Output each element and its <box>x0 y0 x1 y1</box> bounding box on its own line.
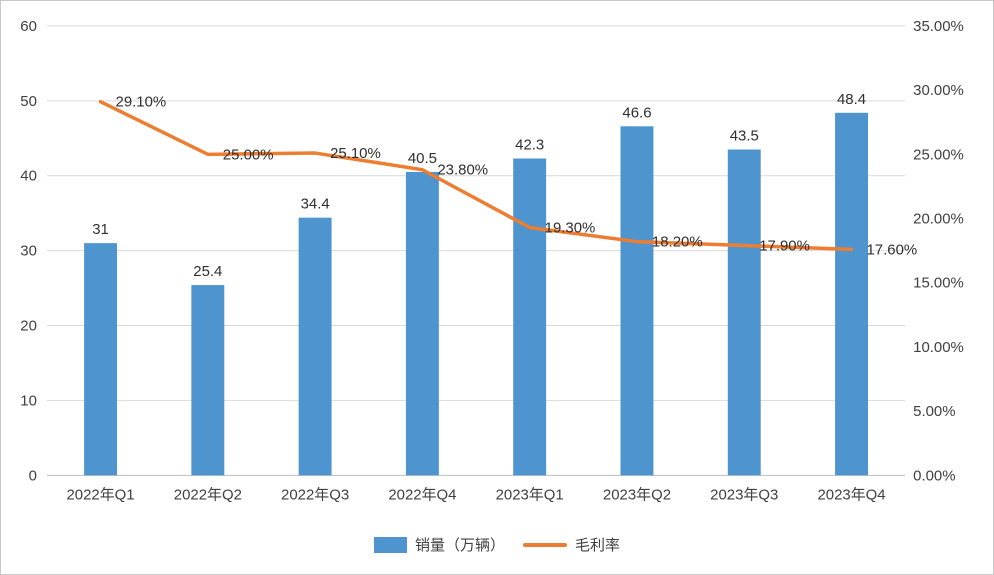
left-axis-tick-label: 50 <box>20 93 37 110</box>
right-axis-tick-label: 25.00% <box>913 146 964 163</box>
bar-value-label: 31 <box>92 221 109 238</box>
left-axis-tick-label: 10 <box>20 392 37 409</box>
x-axis-category-label: 2022年Q3 <box>281 486 349 503</box>
line-value-label: 29.10% <box>116 94 167 111</box>
right-axis-tick-label: 20.00% <box>913 211 964 228</box>
line-value-label: 23.80% <box>437 162 488 179</box>
line-value-label: 18.20% <box>652 234 703 251</box>
x-axis-category-label: 2022年Q4 <box>388 486 456 503</box>
bar-value-label: 34.4 <box>301 196 330 213</box>
left-axis-tick-label: 60 <box>20 18 37 35</box>
left-axis-tick-label: 0 <box>29 467 37 484</box>
bar <box>513 158 547 476</box>
bar-value-label: 40.5 <box>408 150 437 167</box>
line-value-label: 17.90% <box>759 237 810 254</box>
right-axis-tick-label: 10.00% <box>913 339 964 356</box>
bar-value-label: 46.6 <box>622 104 651 121</box>
line-series-swatch <box>523 542 567 547</box>
right-axis-tick-label: 30.00% <box>913 82 964 99</box>
left-axis-tick-label: 20 <box>20 318 37 335</box>
line-value-label: 17.60% <box>867 241 918 258</box>
left-axis-tick-label: 40 <box>20 168 37 185</box>
bar-series-swatch <box>373 536 407 553</box>
x-axis-category-label: 2023年Q4 <box>817 486 885 503</box>
right-axis-tick-label: 0.00% <box>913 467 955 484</box>
x-axis-category-label: 2023年Q1 <box>496 486 564 503</box>
bar <box>191 285 225 476</box>
line-value-label: 25.10% <box>330 145 381 162</box>
right-axis-tick-label: 15.00% <box>913 275 964 292</box>
bar <box>84 243 118 476</box>
line-value-label: 25.00% <box>223 146 274 163</box>
gross-margin-line <box>98 99 854 252</box>
right-axis-tick-label: 35.00% <box>913 18 964 35</box>
x-axis-category-label: 2022年Q2 <box>174 486 242 503</box>
x-axis-category-label: 2023年Q2 <box>603 486 671 503</box>
left-axis-tick-label: 30 <box>20 243 37 260</box>
bar-value-label: 48.4 <box>837 91 866 108</box>
line-value-label: 19.30% <box>545 220 596 237</box>
bar-value-label: 43.5 <box>730 128 759 145</box>
x-axis-category-label: 2022年Q1 <box>66 486 134 503</box>
x-axis-category-label: 2023年Q3 <box>710 486 778 503</box>
legend-label-margin: 毛利率 <box>575 537 621 554</box>
bar-value-label: 25.4 <box>193 263 222 280</box>
legend-item-margin: 毛利率 <box>523 534 620 555</box>
bar <box>727 149 761 476</box>
bar <box>298 217 332 476</box>
bar <box>620 126 654 476</box>
legend: 销量（万辆） 毛利率 <box>1 534 993 555</box>
legend-item-sales: 销量（万辆） <box>373 534 505 555</box>
bar <box>405 171 439 476</box>
bar-value-label: 42.3 <box>515 137 544 154</box>
right-axis-tick-label: 5.00% <box>913 403 955 420</box>
legend-label-sales: 销量（万辆） <box>414 537 505 554</box>
bar <box>835 112 869 476</box>
